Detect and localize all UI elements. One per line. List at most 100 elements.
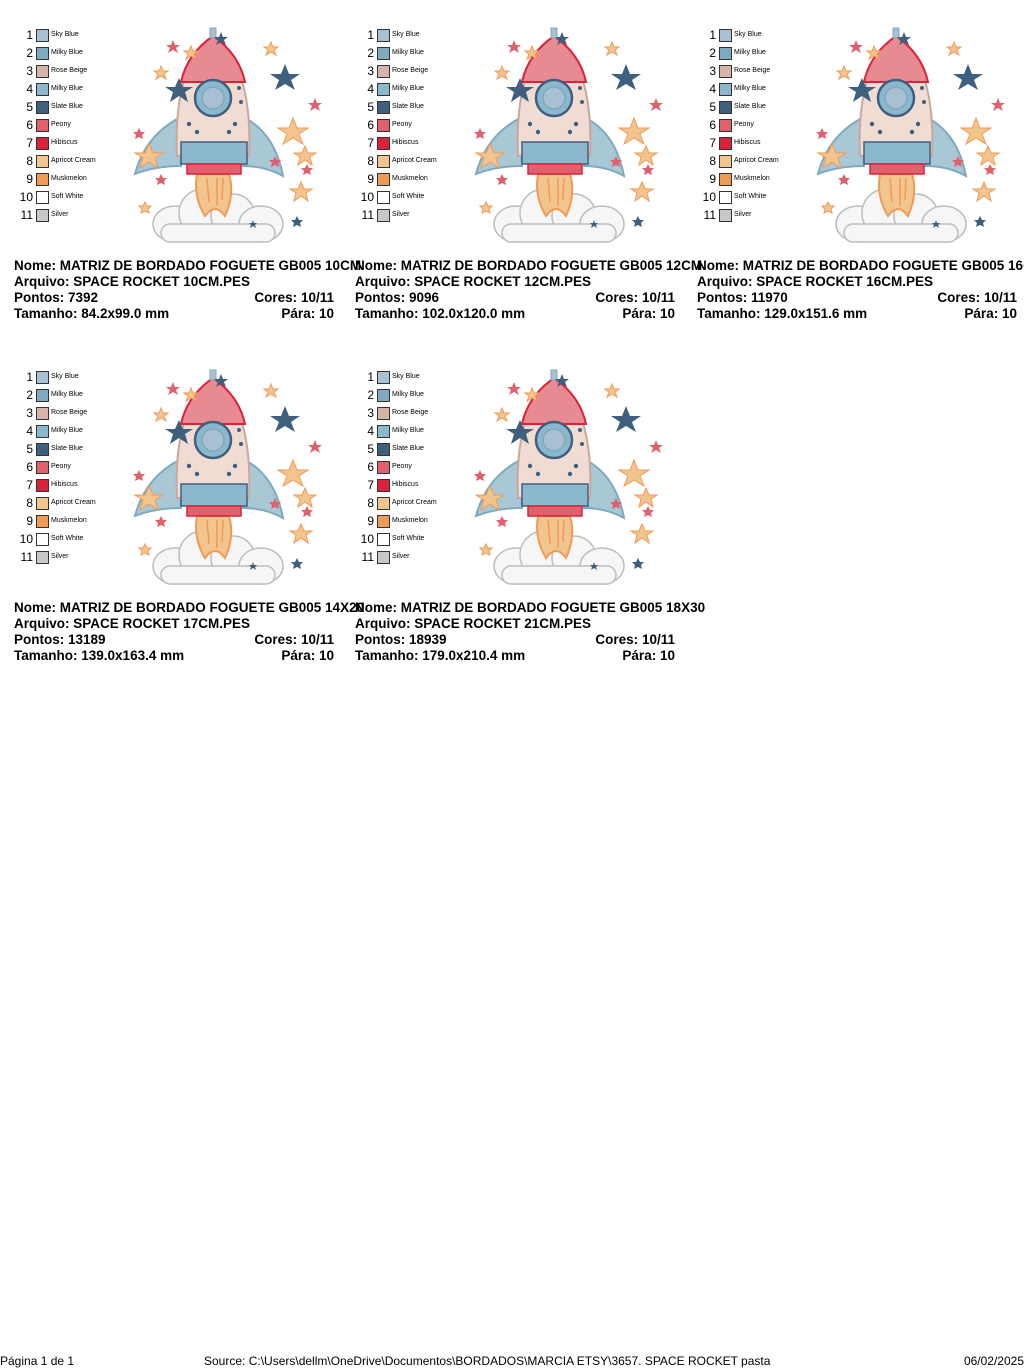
color-swatch — [377, 119, 390, 132]
color-row: 11 Silver — [356, 548, 466, 566]
color-name: Slate Blue — [51, 103, 83, 110]
color-number: 8 — [367, 496, 374, 510]
color-name: Rose Beige — [51, 67, 88, 74]
color-number: 4 — [709, 82, 716, 96]
color-swatch — [719, 191, 732, 204]
nome-label: Nome: — [14, 258, 57, 273]
color-swatch — [36, 191, 49, 204]
tamanho-label: Tamanho: — [355, 648, 419, 663]
design-info: Nome: MATRIZ DE BORDADO FOGUETE GB005 14… — [14, 600, 364, 664]
color-row: 7 Hibiscus — [356, 476, 466, 494]
color-row: 5 Slate Blue — [356, 440, 466, 458]
design-size: 84.2x99.0 mm — [81, 306, 170, 321]
color-row: 4 Milky Blue — [356, 422, 466, 440]
rocket-embroidery-image — [808, 26, 1020, 252]
color-swatch — [719, 155, 732, 168]
color-name: Slate Blue — [734, 103, 766, 110]
color-name: Hibiscus — [392, 139, 419, 146]
color-number: 11 — [20, 550, 33, 564]
color-number: 10 — [360, 190, 374, 204]
color-row: 8 Apricot Cream — [356, 152, 466, 170]
tamanho-label: Tamanho: — [14, 648, 78, 663]
cores-label: Cores: — [254, 632, 298, 647]
stitch-count: 9096 — [409, 290, 440, 305]
arquivo-label: Arquivo: — [355, 616, 411, 631]
color-swatch — [719, 83, 732, 96]
color-swatch — [36, 65, 49, 78]
color-name: Sky Blue — [51, 373, 79, 380]
stitch-count: 11970 — [751, 290, 788, 305]
pontos-label: Pontos: — [355, 632, 406, 647]
color-name: Milky Blue — [392, 427, 424, 434]
color-name: Hibiscus — [734, 139, 761, 146]
color-swatch — [377, 389, 390, 402]
color-number: 4 — [26, 424, 33, 438]
color-row: 4 Milky Blue — [15, 80, 125, 98]
color-name: Sky Blue — [392, 373, 420, 380]
color-name: Silver — [392, 553, 410, 560]
color-swatch — [719, 209, 732, 222]
color-row: 1 Sky Blue — [15, 26, 125, 44]
rocket-embroidery-image — [466, 26, 678, 252]
color-swatch — [36, 29, 49, 42]
color-swatch — [36, 479, 49, 492]
color-name: Peony — [734, 121, 754, 128]
color-number: 4 — [367, 82, 374, 96]
color-name: Rose Beige — [734, 67, 771, 74]
color-name: Soft White — [51, 535, 84, 542]
color-number: 11 — [20, 208, 33, 222]
color-number: 5 — [709, 100, 716, 114]
color-name: Hibiscus — [392, 481, 419, 488]
stop-count: 10 — [659, 306, 675, 321]
color-list: 1 Sky Blue 2 Milky Blue 3 Rose Beige 4 M… — [15, 26, 125, 224]
color-number: 7 — [26, 136, 33, 150]
color-row: 10 Soft White — [356, 188, 466, 206]
color-row: 6 Peony — [356, 116, 466, 134]
design-panel: 1 Sky Blue 2 Milky Blue 3 Rose Beige 4 M… — [690, 0, 1024, 330]
color-row: 5 Slate Blue — [15, 98, 125, 116]
color-swatch — [36, 101, 49, 114]
design-size: 129.0x151.6 mm — [764, 306, 868, 321]
cores-label: Cores: — [595, 290, 639, 305]
color-name: Muskmelon — [51, 517, 87, 524]
pontos-label: Pontos: — [14, 632, 65, 647]
color-row: 2 Milky Blue — [356, 386, 466, 404]
nome-label: Nome: — [14, 600, 57, 615]
color-name: Peony — [51, 121, 71, 128]
color-name: Slate Blue — [51, 445, 83, 452]
color-number: 6 — [709, 118, 716, 132]
source-path: Source: C:\Users\dellm\OneDrive\Document… — [204, 1354, 771, 1368]
color-number: 2 — [367, 388, 374, 402]
color-swatch — [377, 29, 390, 42]
design-panel: 1 Sky Blue 2 Milky Blue 3 Rose Beige 4 M… — [348, 342, 705, 672]
color-name: Soft White — [51, 193, 84, 200]
color-swatch — [377, 83, 390, 96]
color-name: Milky Blue — [392, 49, 424, 56]
color-name: Silver — [392, 211, 410, 218]
color-number: 11 — [361, 208, 374, 222]
color-number: 9 — [709, 172, 716, 186]
color-number: 8 — [26, 154, 33, 168]
color-swatch — [377, 191, 390, 204]
color-swatch — [377, 137, 390, 150]
color-row: 8 Apricot Cream — [15, 494, 125, 512]
color-swatch — [377, 461, 390, 474]
color-name: Silver — [51, 553, 69, 560]
color-row: 1 Sky Blue — [356, 368, 466, 386]
color-row: 10 Soft White — [15, 188, 125, 206]
color-number: 1 — [709, 28, 716, 42]
cores-label: Cores: — [254, 290, 298, 305]
color-number: 6 — [367, 118, 374, 132]
color-swatch — [36, 551, 49, 564]
design-info: Nome: MATRIZ DE BORDADO FOGUETE GB005 16… — [697, 258, 1024, 322]
color-name: Soft White — [734, 193, 767, 200]
color-list: 1 Sky Blue 2 Milky Blue 3 Rose Beige 4 M… — [15, 368, 125, 566]
color-row: 1 Sky Blue — [698, 26, 808, 44]
color-number: 1 — [367, 370, 374, 384]
color-name: Rose Beige — [51, 409, 88, 416]
file-name: SPACE ROCKET 17CM.PES — [73, 616, 251, 631]
color-name: Soft White — [392, 193, 425, 200]
cores-label: Cores: — [595, 632, 639, 647]
color-swatch — [377, 209, 390, 222]
color-name: Milky Blue — [392, 391, 424, 398]
